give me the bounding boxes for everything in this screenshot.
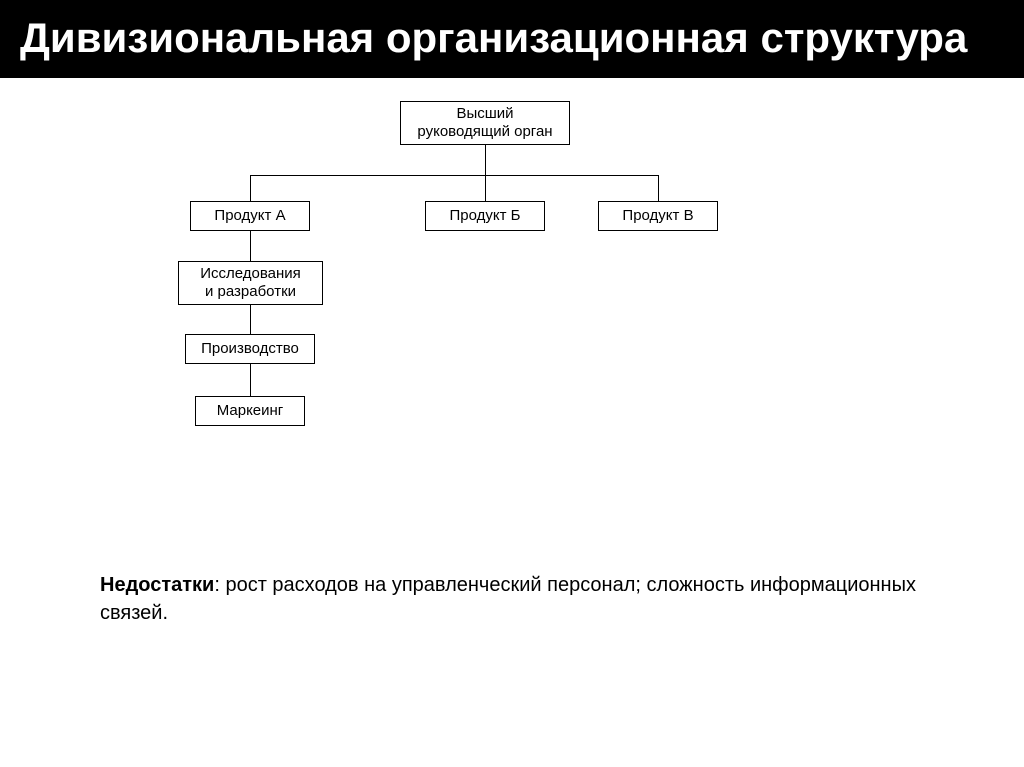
slide-title: Дивизиональная организационная структура — [20, 14, 1004, 62]
connector — [250, 231, 251, 261]
footer-body: : рост расходов на управленческий персон… — [100, 574, 916, 624]
node-rnd: Исследованияи разработки — [178, 261, 323, 305]
connector — [250, 175, 251, 201]
node-label: Продукт В — [622, 207, 693, 226]
slide-header: Дивизиональная организационная структура — [0, 0, 1024, 81]
connector — [658, 175, 659, 201]
connector — [250, 175, 658, 176]
node-label: Маркеинг — [217, 402, 284, 421]
footer-label: Недостатки — [100, 574, 214, 596]
node-marketing: Маркеинг — [195, 396, 305, 426]
node-label: Продукт Б — [449, 207, 520, 226]
node-root: Высшийруководящий орган — [400, 101, 570, 145]
connector — [250, 364, 251, 396]
node-label: Исследованияи разработки — [200, 265, 301, 303]
footer-text: Недостатки: рост расходов на управленчес… — [0, 551, 1024, 627]
node-product-c: Продукт В — [598, 201, 718, 231]
connector — [485, 145, 486, 175]
connector — [485, 175, 486, 201]
node-product-b: Продукт Б — [425, 201, 545, 231]
node-manufacturing: Производство — [185, 334, 315, 364]
node-product-a: Продукт А — [190, 201, 310, 231]
connector — [250, 305, 251, 334]
node-label: Производство — [201, 340, 299, 359]
node-label: Высшийруководящий орган — [417, 105, 552, 143]
node-label: Продукт А — [214, 207, 285, 226]
org-chart: Высшийруководящий орган Продукт А Продук… — [0, 81, 1024, 551]
